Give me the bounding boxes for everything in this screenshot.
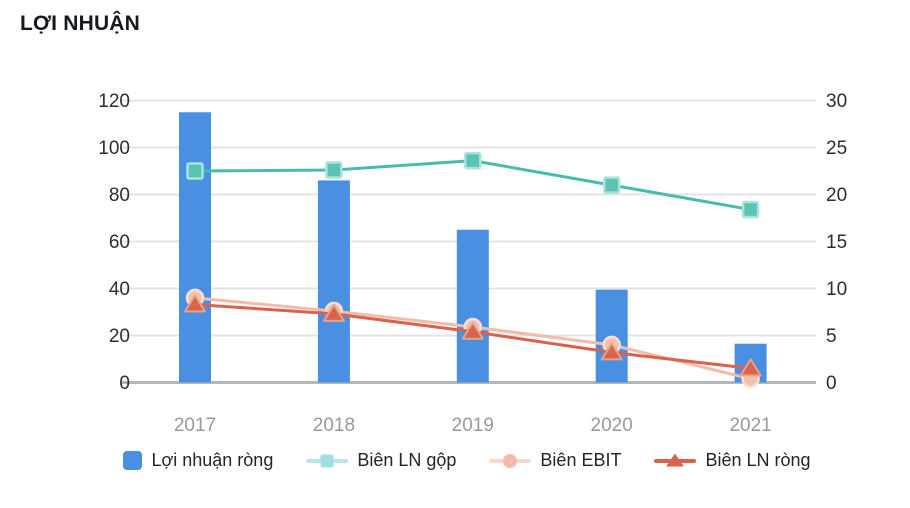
square-marker-2020 — [602, 176, 621, 194]
line-circle-swatch-icon — [489, 453, 532, 468]
legend-label: Lợi nhuận ròng — [151, 450, 274, 470]
right-axis-tick-label: 30 — [826, 91, 847, 112]
x-axis-label: 2021 — [729, 415, 771, 436]
triangle-marker-2021 — [739, 358, 762, 377]
triangle-marker-2018 — [322, 303, 345, 322]
square-marker-2021 — [741, 200, 760, 219]
line-square-swatch-icon — [306, 454, 349, 467]
x-axis-label: 2019 — [452, 415, 494, 436]
x-axis-label: 2020 — [591, 415, 633, 436]
bar-swatch-icon — [123, 451, 143, 470]
left-axis-tick-label: 80 — [109, 185, 130, 206]
bar-2017 — [179, 112, 211, 383]
triangle-marker-2019 — [461, 321, 484, 340]
left-axis-tick-label: 0 — [119, 373, 130, 394]
triangle-marker-2017 — [184, 294, 206, 313]
square-marker-2019 — [464, 151, 482, 170]
left-axis-tick-label: 120 — [98, 91, 130, 112]
left-axis-tick-label: 40 — [109, 279, 130, 300]
right-axis-tick-label: 15 — [826, 232, 847, 253]
right-axis-tick-label: 5 — [826, 326, 837, 347]
chart-legend: Lợi nhuận ròng Biên LN gộp Biên EBIT Biê… — [0, 450, 910, 471]
profit-chart-canvas: 120 30 100 25 80 20 60 15 40 10 20 5 0 0 2017 2018 2019 2… — [98, 91, 847, 436]
triangle-marker-2020 — [600, 342, 623, 361]
left-axis-tick-label: 20 — [109, 326, 130, 347]
x-axis-label: 2017 — [174, 415, 216, 436]
legend-item-bien-ln-rong[interactable]: Biên LN ròng — [654, 450, 811, 471]
square-marker-2018 — [325, 161, 343, 179]
bar-2019 — [456, 229, 489, 383]
chart-title: LỢI NHUẬN — [20, 12, 141, 35]
legend-label: Biên LN gộp — [357, 450, 457, 470]
legend-label: Biên EBIT — [540, 450, 622, 470]
legend-item-bien-ebit[interactable]: Biên EBIT — [489, 450, 621, 471]
legend-item-loi-nhuan-rong[interactable]: Lợi nhuận ròng — [123, 450, 273, 471]
legend-label: Biên LN ròng — [705, 450, 811, 470]
left-axis-tick-label: 60 — [109, 232, 130, 253]
left-axis-tick-label: 100 — [98, 138, 130, 159]
bar-2018 — [317, 180, 350, 383]
x-axis-label: 2018 — [313, 415, 355, 436]
right-axis-tick-label: 10 — [826, 279, 847, 300]
legend-item-bien-ln-gop[interactable]: Biên LN gộp — [306, 450, 456, 471]
line-triangle-swatch-icon — [654, 452, 697, 466]
right-axis-tick-label: 20 — [826, 185, 847, 206]
square-marker-2017 — [186, 162, 204, 180]
right-axis-tick-label: 0 — [826, 373, 837, 394]
right-axis-tick-label: 25 — [826, 138, 847, 159]
